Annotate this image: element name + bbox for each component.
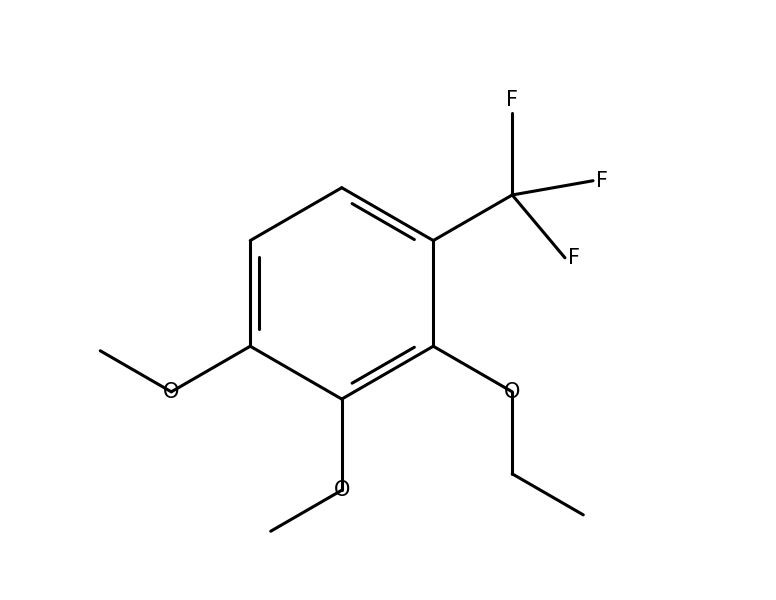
- Text: F: F: [506, 89, 518, 110]
- Text: F: F: [596, 171, 608, 191]
- Text: F: F: [568, 248, 580, 268]
- Text: O: O: [163, 382, 179, 402]
- Text: O: O: [334, 480, 350, 500]
- Text: O: O: [504, 382, 521, 402]
